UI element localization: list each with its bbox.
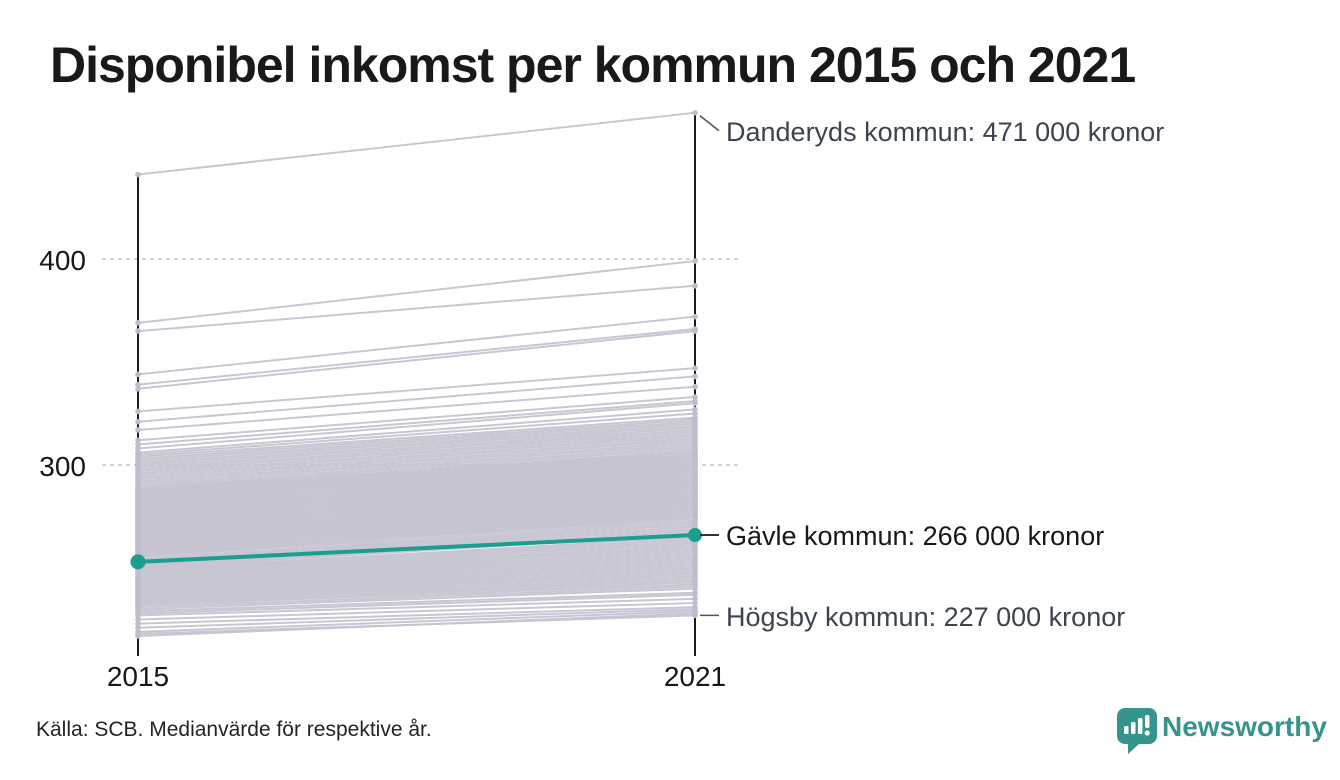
x-axis-label-2015: 2015 [106, 661, 170, 692]
newsworthy-bubble-chart-icon [1117, 708, 1157, 754]
x-axis-label-2021: 2021 [663, 661, 727, 692]
annotation-gavle-highlight: Gävle kommun: 266 000 kronor [726, 521, 1105, 551]
source-note: Källa: SCB. Medianvärde för respektive å… [36, 718, 432, 741]
annotation-hogsby: Högsby kommun: 227 000 kronor [726, 602, 1126, 632]
y-axis-tick-300: 300 [39, 451, 86, 482]
chart-title: Disponibel inkomst per kommun 2015 och 2… [50, 37, 1136, 93]
newsworthy-logo[interactable]: Newsworthy [1117, 706, 1327, 754]
y-axis-tick-400: 400 [39, 245, 86, 276]
newsworthy-wordmark: Newsworthy [1162, 711, 1327, 742]
annotation-danderyd: Danderyds kommun: 471 000 kronor [726, 117, 1165, 147]
